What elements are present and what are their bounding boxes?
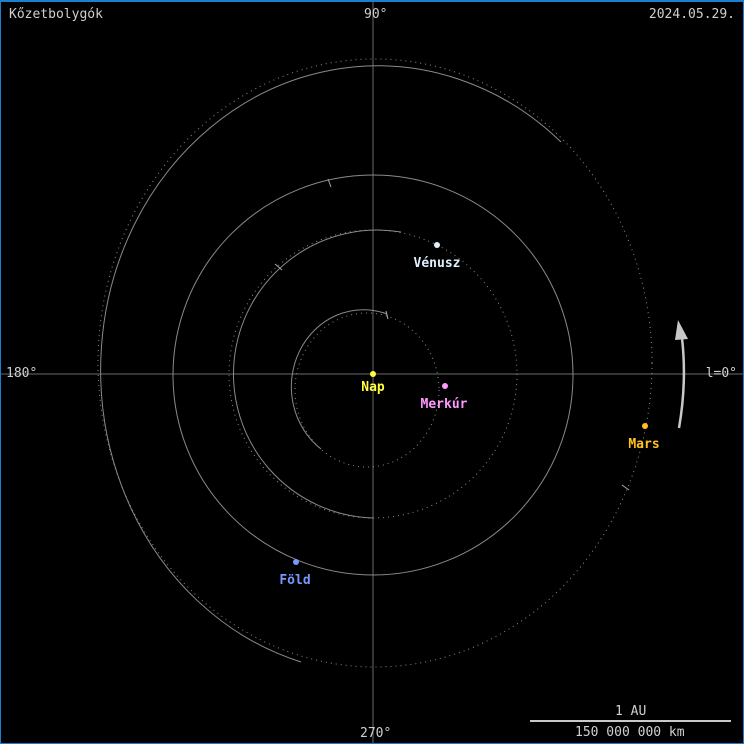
angle-0-label: l=0° [705,366,737,381]
angle-270-label: 270° [360,726,392,741]
direction-arrow-icon [677,337,686,429]
orbit-tick [327,178,332,188]
scale-km-label: 150 000 000 km [575,725,685,740]
mars-dot[interactable] [642,423,648,429]
mars-orbit [100,65,562,663]
mercury-label: Merkúr [420,397,468,412]
date-label: 2024.05.29. [648,7,735,22]
scale-au-label: 1 AU [615,704,647,719]
arrowhead-icon [675,320,688,340]
mercury-dot[interactable] [442,383,448,389]
sun-label: Nap [361,380,385,395]
angle-90-label: 90° [364,7,388,22]
venus-label: Vénusz [413,256,461,271]
mars-label: Mars [628,437,660,452]
sun-dot[interactable] [370,371,376,377]
orbit-tick [385,310,389,320]
earth-orbit [172,174,574,576]
angle-180-label: 180° [6,366,38,381]
earth-label: Föld [279,573,311,588]
orbit-tick [621,484,630,491]
venus-dot[interactable] [434,242,440,248]
diagram-title: Kőzetbolygók [9,7,103,22]
mars-orbit-dotted [97,58,653,668]
venus-orbit-dotted [228,229,518,519]
venus-orbit [233,229,402,519]
mercury-orbit-dotted [294,312,440,468]
earth-dot[interactable] [293,559,299,565]
orbit-tick [274,263,283,271]
mercury-orbit [290,309,388,450]
